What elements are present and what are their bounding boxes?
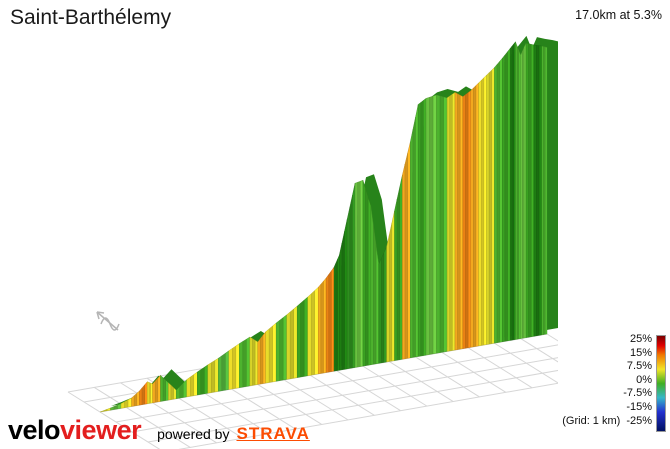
- legend-label-min: -25%: [626, 414, 652, 427]
- legend-labels: 25% 15% 7.5% 0% -7.5% -15% (Grid: 1 km) …: [562, 333, 652, 432]
- gradient-legend: 25% 15% 7.5% 0% -7.5% -15% (Grid: 1 km) …: [558, 332, 667, 432]
- logo-viewer: viewer: [60, 415, 142, 445]
- direction-arrow-icon: [96, 311, 120, 331]
- legend-label: -15%: [626, 400, 652, 413]
- grid-note: (Grid: 1 km): [562, 414, 621, 427]
- climb-summary: 17.0km at 5.3%: [575, 8, 662, 22]
- strava-logo[interactable]: STRAVA: [236, 424, 310, 443]
- gradient-colorbar: [656, 335, 666, 432]
- legend-label: -7.5%: [623, 387, 652, 400]
- powered-by-text: powered by: [157, 426, 230, 442]
- logo-velo: velo: [8, 415, 61, 445]
- legend-label: 15%: [629, 346, 652, 359]
- footer: veloviewer powered by STRAVA: [8, 415, 310, 446]
- profile-front-face: [99, 41, 548, 413]
- legend-label: 0%: [636, 373, 652, 386]
- legend-label: 25%: [629, 333, 652, 345]
- page-title: Saint-Barthélemy: [10, 6, 172, 29]
- legend-label: 7.5%: [626, 360, 652, 373]
- veloviewer-logo[interactable]: veloviewer: [8, 415, 142, 446]
